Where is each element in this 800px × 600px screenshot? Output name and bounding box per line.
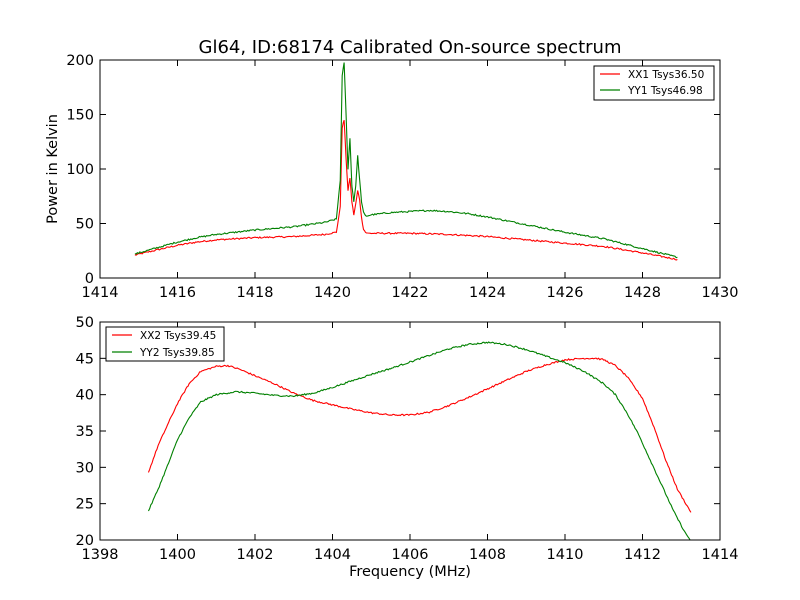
top-y-tick-label: 200	[66, 53, 94, 69]
bottom-x-tick-label: 1408	[469, 547, 506, 563]
top-x-tick-label: 1426	[547, 285, 584, 301]
top-y-tick-label: 0	[85, 271, 94, 287]
top-x-tick-label: 1418	[237, 285, 274, 301]
top-x-tick-label: 1424	[469, 285, 506, 301]
x-axis-label: Frequency (MHz)	[349, 564, 471, 580]
bottom-legend: XX2 Tsys39.45 YY2 Tsys39.85	[105, 326, 225, 362]
top-x-tick-label: 1420	[314, 285, 351, 301]
legend-label-yy2: YY2 Tsys39.85	[139, 347, 215, 359]
top-legend-box	[593, 65, 715, 101]
bottom-legend-box	[105, 326, 225, 362]
bottom-x-tick-label: 1398	[82, 547, 119, 563]
top-y-tick-label: 100	[66, 162, 94, 178]
bottom-y-tick-label: 25	[76, 497, 94, 513]
bottom-y-tick-label: 30	[76, 460, 94, 476]
top-y-tick-label: 150	[66, 108, 94, 124]
bottom-x-tick-label: 1404	[314, 547, 351, 563]
top-x-tick-label: 1414	[82, 285, 119, 301]
bottom-y-tick-label: 50	[76, 315, 94, 331]
bottom-x-tick-label: 1414	[702, 547, 739, 563]
bottom-x-tick-label: 1412	[624, 547, 661, 563]
bottom-y-tick-label: 40	[76, 388, 94, 404]
legend-label-xx2: XX2 Tsys39.45	[140, 330, 216, 342]
bottom-y-tick-label: 20	[76, 533, 94, 549]
bottom-x-tick-label: 1402	[237, 547, 274, 563]
bottom-series-line-1	[147, 341, 691, 540]
bottom-panel: 1398 1400 1402 1404 1406 1408 1410 1412 1414 20 25…	[76, 315, 739, 580]
top-x-tick-label: 1430	[702, 285, 739, 301]
top-x-tick-label: 1416	[159, 285, 196, 301]
legend-label-yy1: YY1 Tsys46.98	[627, 85, 703, 97]
top-series-line-1	[134, 62, 678, 259]
top-legend: XX1 Tsys36.50 YY1 Tsys46.98	[593, 65, 715, 101]
bottom-x-tick-label: 1400	[159, 547, 196, 563]
top-x-tick-label: 1422	[392, 285, 429, 301]
top-x-tick-label: 1428	[624, 285, 661, 301]
bottom-x-tick-label: 1406	[392, 547, 429, 563]
bottom-x-tick-label: 1410	[547, 547, 584, 563]
top-panel: 1414 1416 1418 1420 1422 1424 1426 1428 1430 0 50 1…	[45, 53, 738, 301]
top-y-tick-label: 50	[76, 217, 94, 233]
bottom-y-tick-label: 45	[76, 351, 94, 367]
legend-label-xx1: XX1 Tsys36.50	[628, 69, 704, 81]
top-series-line-0	[134, 120, 678, 261]
top-y-axis-label: Power in Kelvin	[45, 114, 61, 224]
chart-title: Gl64, ID:68174 Calibrated On-source spec…	[199, 37, 622, 58]
bottom-series-line-0	[147, 357, 692, 513]
bottom-y-tick-label: 35	[76, 424, 94, 440]
